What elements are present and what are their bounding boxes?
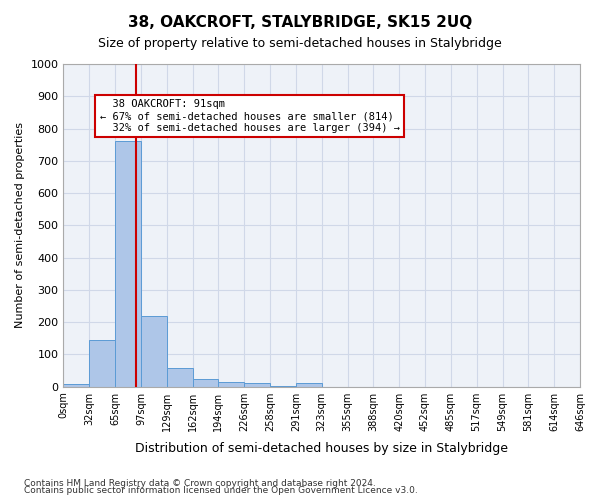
Bar bbox=[64, 384, 89, 386]
Text: 38, OAKCROFT, STALYBRIDGE, SK15 2UQ: 38, OAKCROFT, STALYBRIDGE, SK15 2UQ bbox=[128, 15, 472, 30]
Bar bbox=[167, 368, 193, 386]
Bar bbox=[244, 383, 270, 386]
Text: Size of property relative to semi-detached houses in Stalybridge: Size of property relative to semi-detach… bbox=[98, 38, 502, 51]
Bar bbox=[218, 382, 244, 386]
Bar bbox=[89, 340, 115, 386]
Bar bbox=[193, 378, 218, 386]
Bar bbox=[296, 384, 322, 386]
Bar bbox=[115, 142, 141, 386]
Text: Contains HM Land Registry data © Crown copyright and database right 2024.: Contains HM Land Registry data © Crown c… bbox=[24, 478, 376, 488]
Bar bbox=[141, 316, 167, 386]
Y-axis label: Number of semi-detached properties: Number of semi-detached properties bbox=[15, 122, 25, 328]
Text: Contains public sector information licensed under the Open Government Licence v3: Contains public sector information licen… bbox=[24, 486, 418, 495]
Text: 38 OAKCROFT: 91sqm
← 67% of semi-detached houses are smaller (814)
  32% of semi: 38 OAKCROFT: 91sqm ← 67% of semi-detache… bbox=[100, 100, 400, 132]
X-axis label: Distribution of semi-detached houses by size in Stalybridge: Distribution of semi-detached houses by … bbox=[135, 442, 508, 455]
